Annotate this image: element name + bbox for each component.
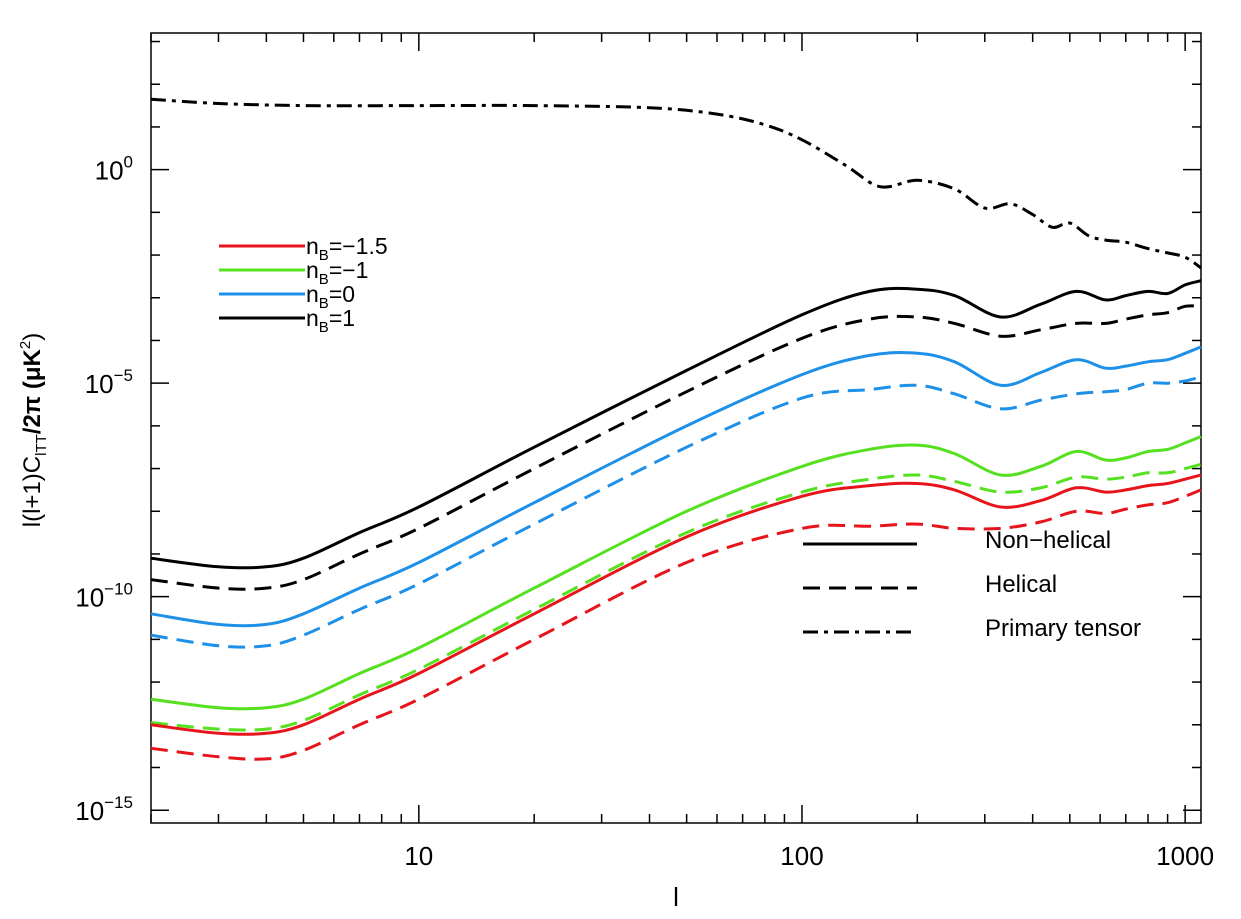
legend-style-label: Primary tensor — [985, 615, 1141, 642]
series-line-nb-1-5-non-helical — [150, 473, 1202, 736]
series-layer — [150, 97, 1202, 761]
legend-style-label: Non−helical — [985, 527, 1111, 554]
y-tick-label: 10−15 — [75, 793, 133, 826]
y-label-close: ) — [19, 333, 46, 341]
legend-color-label: nB=−1.5 — [306, 233, 388, 264]
x-axis-label: l — [673, 882, 679, 912]
y-tick-label: 10−10 — [75, 580, 133, 613]
x-axis-ticks: 10 100 1000 — [150, 33, 1214, 871]
series-line-nb-0-non-helical — [150, 345, 1202, 628]
legend-color-label: nB=−1 — [306, 257, 368, 288]
legend-styles: Non−helical Helical Primary tensor — [803, 527, 1141, 642]
legend-colors: nB=−1.5nB=−1nB=0nB=1 — [219, 233, 388, 336]
y-tick-label: 100 — [95, 153, 133, 186]
legend-color-label: nB=0 — [306, 281, 355, 312]
series-line-nb-1-5-helical — [150, 488, 1202, 761]
legend-color-label: nB=1 — [306, 305, 355, 336]
series-line-nb-1-helical — [150, 304, 1202, 591]
x-tick-label: 100 — [780, 841, 823, 871]
y-tick-label: 10−5 — [85, 366, 133, 399]
y-label-suffix: /2π (μK — [19, 348, 46, 434]
series-line-nb-1-helical — [150, 462, 1202, 732]
y-label-sup: 2 — [17, 341, 34, 349]
x-tick-label: 10 — [404, 841, 433, 871]
x-tick-label: 1000 — [1156, 841, 1214, 871]
y-axis-label: l(l+1)ClTT/2π (μK2) — [17, 333, 50, 527]
series-line-nb-1-non-helical — [150, 435, 1202, 711]
series-line-nb-0-helical — [150, 375, 1202, 649]
series-line-nb-1-non-helical — [150, 279, 1202, 570]
y-label-prefix: l(l+1)C — [19, 456, 46, 527]
plot-frame — [150, 32, 1202, 824]
series-line-primary-tensor — [150, 97, 1202, 270]
y-label-sub: lTT — [33, 434, 50, 456]
legend-style-label: Helical — [985, 571, 1057, 598]
y-axis-ticks: 100 10−5 10−10 10−15 — [75, 40, 1201, 826]
